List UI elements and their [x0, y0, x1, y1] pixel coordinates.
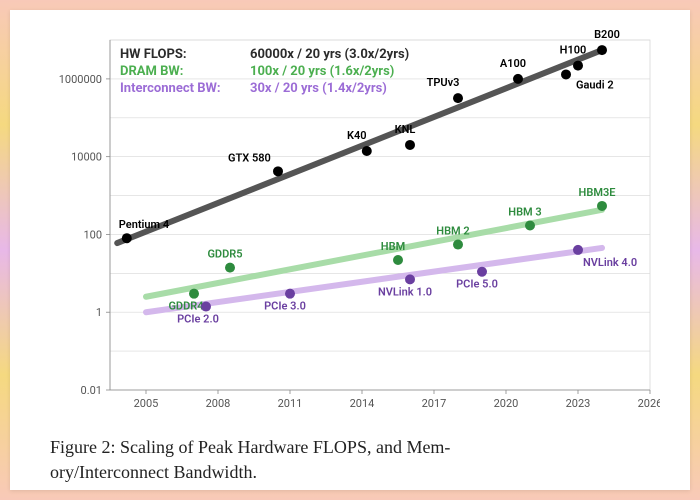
point-label: NVLink 4.0	[583, 256, 637, 269]
point-dram	[189, 289, 199, 299]
point-dram	[393, 255, 403, 265]
point-flops	[405, 140, 415, 150]
point-label: TPUv3	[427, 76, 460, 89]
point-label: PCIe 2.0	[177, 313, 219, 326]
point-label: GDDR4	[168, 300, 203, 313]
point-label: HBM	[381, 240, 405, 253]
caption-text-2: ory/Interconnect Bandwidth.	[50, 462, 257, 482]
point-flops	[122, 233, 132, 243]
y-tick-label: 100	[83, 228, 102, 241]
point-flops	[597, 45, 607, 55]
point-flops	[453, 93, 463, 103]
point-interconnect	[573, 245, 583, 255]
page-card: 0.01 1 100 10000 1000000 2005 2008 2011 2014 2017…	[10, 10, 690, 490]
point-flops	[513, 74, 523, 84]
point-label: A100	[500, 57, 526, 70]
point-dram	[597, 201, 607, 211]
x-tick-label: 2005	[134, 397, 159, 410]
x-tick-label: 2023	[566, 397, 591, 410]
legend-key: HW FLOPS:	[120, 47, 187, 62]
point-label: Gaudi 2	[576, 78, 614, 91]
legend-key: DRAM BW:	[120, 64, 183, 79]
chart-container: 0.01 1 100 10000 1000000 2005 2008 2011 2014 2017…	[40, 30, 660, 430]
x-tick-label: 2017	[422, 397, 447, 410]
point-label: HBM3E	[579, 186, 616, 199]
point-interconnect	[405, 274, 415, 284]
point-label: GDDR5	[207, 248, 242, 261]
x-tick-label: 2026	[638, 397, 660, 410]
point-label: PCIe 5.0	[456, 278, 498, 291]
point-flops	[362, 146, 372, 156]
x-tick-label: 2020	[494, 397, 519, 410]
x-tick-label: 2008	[206, 397, 231, 410]
point-label: HBM 3	[508, 205, 541, 218]
point-label: HBM 2	[436, 225, 469, 238]
scaling-chart: 0.01 1 100 10000 1000000 2005 2008 2011 2014 2017…	[40, 30, 660, 430]
point-interconnect	[201, 302, 211, 312]
caption-text-1: Figure 2: Scaling of Peak Hardware FLOPS…	[50, 437, 450, 457]
point-label: K40	[347, 129, 367, 142]
point-label: H100	[560, 44, 587, 57]
point-interconnect	[285, 289, 295, 299]
legend-key: Interconnect BW:	[120, 81, 221, 96]
point-label: NVLink 1.0	[378, 285, 432, 298]
figure-caption: Figure 2: Scaling of Peak Hardware FLOPS…	[50, 435, 650, 484]
legend-value: 60000x / 20 yrs (3.0x/2yrs)	[250, 47, 409, 62]
point-label: PCIe 3.0	[264, 300, 306, 313]
legend-value: 30x / 20 yrs (1.4x/2yrs)	[250, 81, 387, 96]
point-label: Pentium 4	[119, 218, 169, 231]
point-interconnect	[477, 267, 487, 277]
point-label: B200	[594, 30, 620, 41]
point-label: KNL	[395, 123, 416, 136]
point-label: GTX 580	[228, 151, 271, 164]
x-tick-label: 2014	[350, 397, 375, 410]
y-tick-label: 0.01	[81, 384, 102, 397]
point-flops	[273, 166, 283, 176]
point-flops	[561, 69, 571, 79]
x-tick-label: 2011	[278, 397, 303, 410]
point-dram	[453, 240, 463, 250]
y-tick-label: 1000000	[59, 73, 102, 86]
y-tick-label: 10000	[71, 151, 102, 164]
legend-value: 100x / 20 yrs (1.6x/2yrs)	[250, 64, 394, 79]
point-dram	[525, 220, 535, 230]
point-flops	[573, 61, 583, 71]
y-tick-label: 1	[96, 306, 102, 319]
point-dram	[225, 263, 235, 273]
